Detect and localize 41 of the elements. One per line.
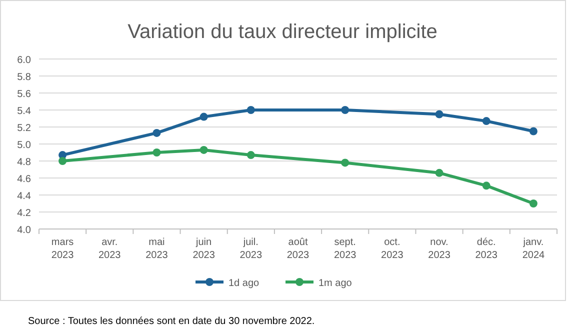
x-tick-label: nov. 2023 [428, 237, 451, 261]
x-tick-label: juil. 2023 [240, 237, 262, 261]
legend-label: 1d ago [228, 278, 260, 289]
source-note: Source : Toutes les données sont en date du 30 novembre 2022. [28, 316, 315, 327]
point [435, 110, 444, 118]
y-tick-label: 4.6 [17, 174, 32, 185]
y-tick-label: 5.8 [17, 72, 32, 83]
point [529, 200, 538, 208]
point [482, 182, 490, 190]
point [200, 146, 208, 154]
point [58, 157, 67, 165]
point [152, 128, 161, 137]
y-tick-label: 4.2 [17, 208, 32, 219]
point [435, 168, 444, 177]
point [152, 148, 161, 156]
y-tick-label: 5.0 [17, 140, 32, 151]
point [482, 117, 490, 126]
y-tick-label: 4.4 [17, 191, 32, 202]
x-tick-label: mai 2023 [146, 237, 168, 261]
x-tick-label: sept. 2023 [334, 237, 357, 261]
legend-label: 1m ago [318, 278, 352, 289]
y-tick-label: 4.8 [17, 157, 32, 168]
x-tick-label: août 2023 [286, 237, 310, 261]
point [246, 106, 255, 114]
y-tick-label: 5.4 [17, 106, 32, 117]
x-tick-label: avr. 2023 [98, 237, 122, 261]
y-tick-label: 5.6 [17, 89, 32, 100]
point [341, 158, 350, 167]
x-tick-label: oct. 2023 [381, 237, 404, 261]
point [246, 151, 255, 160]
y-tick-label: 6.0 [17, 55, 32, 66]
x-tick-label: déc. 2023 [475, 237, 498, 261]
x-tick-label: mars 2023 [51, 237, 74, 261]
y-tick-label: 5.2 [17, 123, 32, 134]
x-tick-label: juin 2023 [192, 237, 216, 261]
chart-title: Variation du taux directeur implicite [128, 21, 438, 43]
x-tick-label: janv. 2024 [522, 237, 546, 261]
point [200, 112, 208, 121]
point [529, 127, 538, 136]
y-tick-label: 4.0 [17, 225, 32, 236]
point [341, 106, 350, 114]
